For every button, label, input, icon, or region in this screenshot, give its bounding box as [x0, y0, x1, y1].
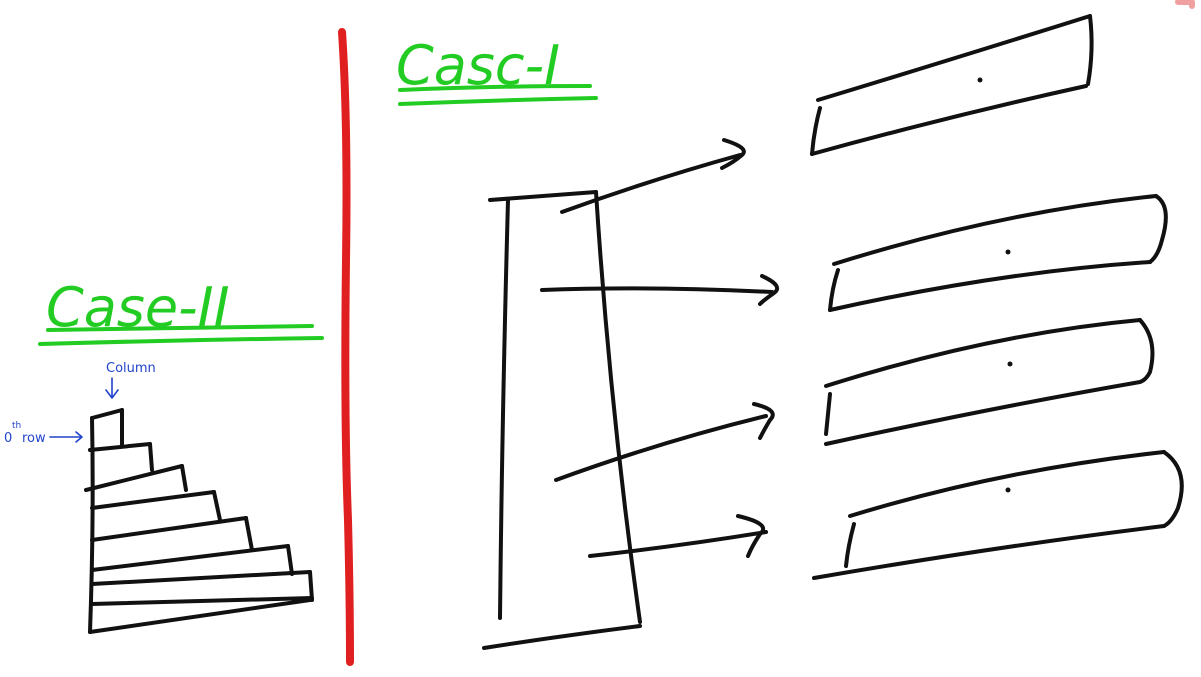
case-two-underline-bottom [38, 336, 324, 346]
column-pointer-arrow [105, 377, 119, 399]
red-divider-line [338, 28, 354, 666]
case-one-underline-top [398, 84, 592, 92]
row-pointer-arrow [49, 431, 83, 443]
pointer-arrow-2 [540, 274, 779, 306]
jagged-row-2 [828, 194, 1168, 312]
base-array [482, 190, 642, 650]
jagged-row-3 [824, 318, 1155, 446]
row-annotation-word: row [22, 431, 46, 446]
pointer-arrow-4 [588, 514, 768, 558]
pointer-arrow-3 [554, 402, 775, 482]
corner-red-mark [1175, 0, 1195, 9]
case-one-underline-bottom [398, 96, 598, 106]
pointer-arrow-1 [560, 138, 746, 214]
column-annotation: Column [106, 361, 156, 376]
row-annotation: 0 th row [4, 421, 83, 446]
staircase-array [84, 408, 314, 634]
case-two-underline-top [46, 324, 314, 332]
row-annotation-superscript: th [12, 421, 21, 431]
row-annotation-number: 0 [4, 431, 12, 446]
jagged-row-1 [810, 14, 1094, 156]
jagged-row-4 [812, 450, 1184, 580]
